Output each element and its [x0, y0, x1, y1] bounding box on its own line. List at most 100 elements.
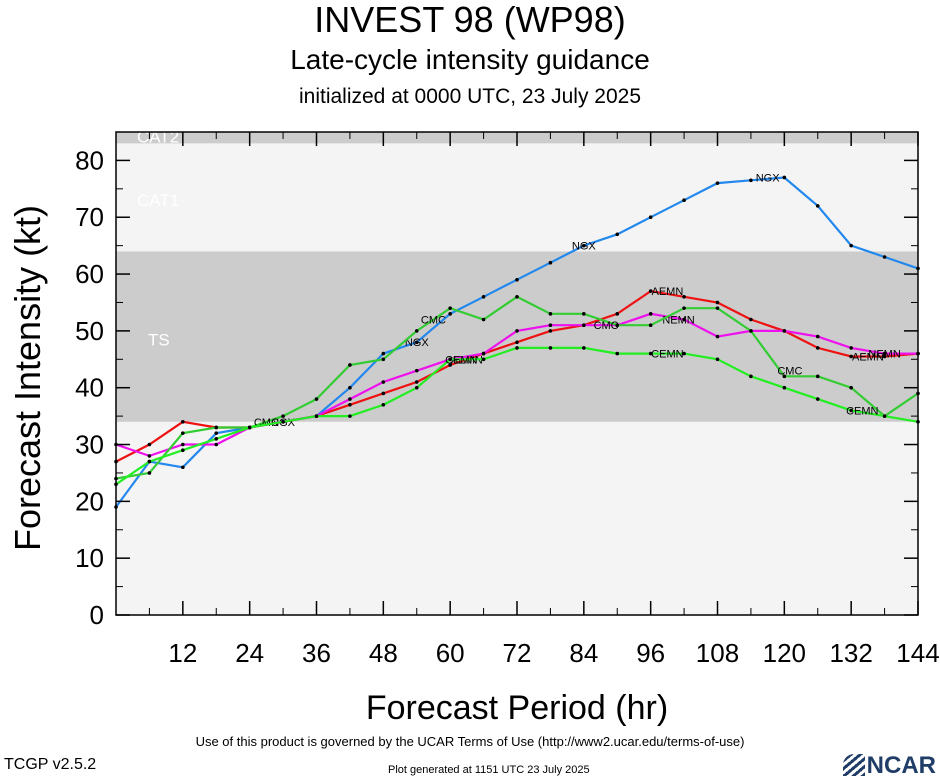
x-axis-label: Forecast Period (hr) — [366, 689, 668, 727]
data-point-nemn — [414, 368, 419, 373]
data-point-aemn — [348, 402, 352, 407]
data-point-cemn — [882, 414, 887, 418]
x-tick-label: 72 — [503, 638, 532, 668]
data-point-cmc — [515, 294, 519, 299]
data-point-nemn — [815, 334, 820, 339]
series-label-cmc: CMC — [777, 366, 802, 378]
version-label: TCGP v2.5.2 — [4, 756, 97, 773]
series-label-cmc: CMC — [594, 320, 619, 332]
data-point-nemn — [715, 334, 720, 339]
data-point-cmc — [582, 312, 586, 316]
band-below-ts — [116, 421, 918, 615]
data-point-cmc — [682, 306, 686, 310]
y-tick-label: 80 — [75, 145, 104, 175]
data-point-cmc — [181, 431, 185, 435]
axes: 0 10 20 30 40 50 60 70 80 12 24 36 48 60 72 84 96 108 120 1… — [75, 131, 940, 668]
data-point-ngx — [515, 277, 519, 282]
data-point-cemn — [181, 448, 185, 453]
data-point-cemn — [615, 351, 620, 356]
data-point-ngx — [214, 431, 219, 435]
series-label-ngx: NGX — [572, 241, 597, 253]
data-point-ngx — [849, 243, 853, 248]
series-label-cemn: CEMN — [445, 354, 477, 366]
data-point-ngx — [348, 385, 352, 390]
y-axis-label: Forecast Intensity (kt) — [7, 205, 48, 551]
data-point-cmc — [314, 397, 319, 401]
x-tick-label: 12 — [168, 638, 197, 668]
data-point-aemn — [147, 442, 152, 447]
data-point-cemn — [247, 425, 252, 430]
data-point-cemn — [849, 408, 853, 413]
y-tick-label: 10 — [75, 543, 104, 573]
data-point-ngx — [582, 243, 586, 248]
data-point-aemn — [448, 363, 452, 367]
data-point-nemn — [648, 312, 653, 316]
x-tick-label: 120 — [763, 638, 806, 668]
x-tick-label: 132 — [829, 638, 872, 668]
data-point-cmc — [849, 385, 853, 390]
data-point-ngx — [715, 181, 720, 185]
series-layer: NGXNGXNGXNGXAEMNAEMNAEMNNEMNNEMNCMCCMCCM… — [114, 172, 920, 509]
data-point-cemn — [815, 397, 820, 401]
data-point-cmc — [448, 306, 452, 310]
x-tick-label: 60 — [436, 638, 465, 668]
data-point-nemn — [181, 442, 185, 447]
data-point-cmc — [615, 323, 620, 328]
data-point-aemn — [882, 354, 887, 359]
data-point-aemn — [715, 300, 720, 305]
x-tick-label: 96 — [636, 638, 665, 668]
data-point-cmc — [481, 317, 486, 322]
data-point-cemn — [448, 357, 452, 362]
x-tick-label: 144 — [896, 638, 939, 668]
data-point-ngx — [782, 175, 787, 180]
series-label-nemn: NEMN — [868, 349, 900, 361]
data-point-nemn — [682, 317, 686, 322]
data-point-cmc — [348, 363, 352, 367]
data-point-aemn — [849, 354, 853, 359]
x-tick-label: 48 — [369, 638, 398, 668]
data-point-cemn — [648, 351, 653, 356]
ncar-logo: NCAR — [842, 752, 936, 780]
data-point-nemn — [214, 442, 219, 447]
chart-subtitle: Late-cycle intensity guidance — [290, 44, 650, 75]
data-point-nemn — [147, 454, 152, 458]
data-point-nemn — [582, 323, 586, 328]
y-tick-label: 70 — [75, 202, 104, 232]
data-point-aemn — [815, 346, 820, 350]
data-point-ngx — [414, 340, 419, 345]
data-point-nemn — [481, 351, 486, 356]
data-point-ngx — [181, 465, 185, 470]
data-point-ngx — [448, 312, 452, 316]
data-point-ngx — [815, 204, 820, 208]
band-label-cat2: CAT2 — [137, 128, 179, 147]
band-cat1 — [116, 143, 918, 252]
data-point-aemn — [548, 329, 553, 333]
data-point-cemn — [414, 385, 419, 390]
data-point-ngx — [648, 215, 653, 220]
chart-title: INVEST 98 (WP98) — [314, 0, 626, 40]
data-point-ngx — [481, 294, 486, 299]
data-point-ngx — [749, 178, 753, 183]
data-point-ngx — [381, 351, 386, 356]
data-point-cmc — [147, 471, 152, 475]
data-point-aemn — [749, 317, 753, 322]
series-label-aemn: AEMN — [651, 286, 683, 298]
data-point-cemn — [749, 374, 753, 379]
data-point-cmc — [414, 329, 419, 333]
data-point-aemn — [414, 380, 419, 384]
data-point-aemn — [648, 289, 653, 293]
data-point-nemn — [882, 351, 887, 356]
data-point-ngx — [682, 198, 686, 202]
data-point-ngx — [548, 260, 553, 265]
series-label-cemn: CEMN — [846, 405, 878, 417]
data-point-cmc — [782, 374, 787, 379]
data-point-nemn — [548, 323, 553, 328]
ncar-logo-icon — [842, 754, 865, 776]
data-point-cemn — [682, 351, 686, 356]
data-point-cmc — [214, 425, 219, 430]
data-point-cmc — [381, 357, 386, 362]
x-tick-label: 36 — [302, 638, 331, 668]
data-point-cemn — [481, 357, 486, 362]
y-tick-label: 40 — [75, 373, 104, 403]
